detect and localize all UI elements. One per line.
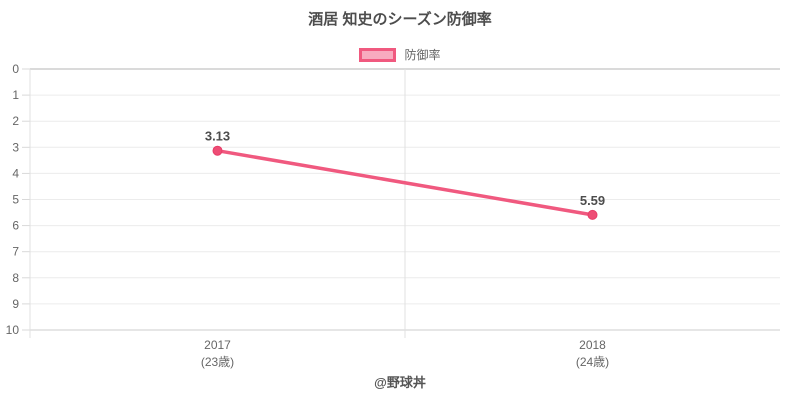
- x-axis-tick-sublabel: (23歳): [201, 355, 234, 369]
- data-point-value-label: 3.13: [205, 129, 230, 144]
- y-axis-tick-label: 4: [12, 166, 19, 180]
- data-point[interactable]: [587, 209, 598, 220]
- y-axis-tick-label: 8: [12, 271, 19, 285]
- footer-credit: @野球丼: [374, 375, 426, 390]
- legend-label: 防御率: [404, 48, 441, 62]
- x-axis-tick-label: 2018: [579, 338, 606, 352]
- y-axis-tick-label: 10: [6, 323, 20, 337]
- y-axis-tick-label: 3: [12, 140, 19, 154]
- y-axis-tick-label: 6: [12, 219, 19, 233]
- legend: 防御率: [0, 46, 800, 63]
- y-axis-tick-label: 5: [12, 193, 19, 207]
- data-point[interactable]: [212, 145, 223, 156]
- y-axis-tick-label: 7: [12, 245, 19, 259]
- y-axis-tick-label: 2: [12, 114, 19, 128]
- y-axis-tick-label: 1: [12, 88, 19, 102]
- x-axis-tick-sublabel: (24歳): [576, 355, 609, 369]
- series-line: [215, 148, 595, 217]
- y-axis-tick-label: 0: [12, 62, 19, 76]
- x-axis-tick-label: 2017: [204, 338, 231, 352]
- y-axis-tick-label: 9: [12, 297, 19, 311]
- legend-item-era[interactable]: 防御率: [359, 46, 441, 63]
- data-point-value-label: 5.59: [580, 193, 605, 208]
- chart-title: 酒居 知史のシーズン防御率: [308, 11, 492, 28]
- legend-swatch-icon: [359, 47, 397, 62]
